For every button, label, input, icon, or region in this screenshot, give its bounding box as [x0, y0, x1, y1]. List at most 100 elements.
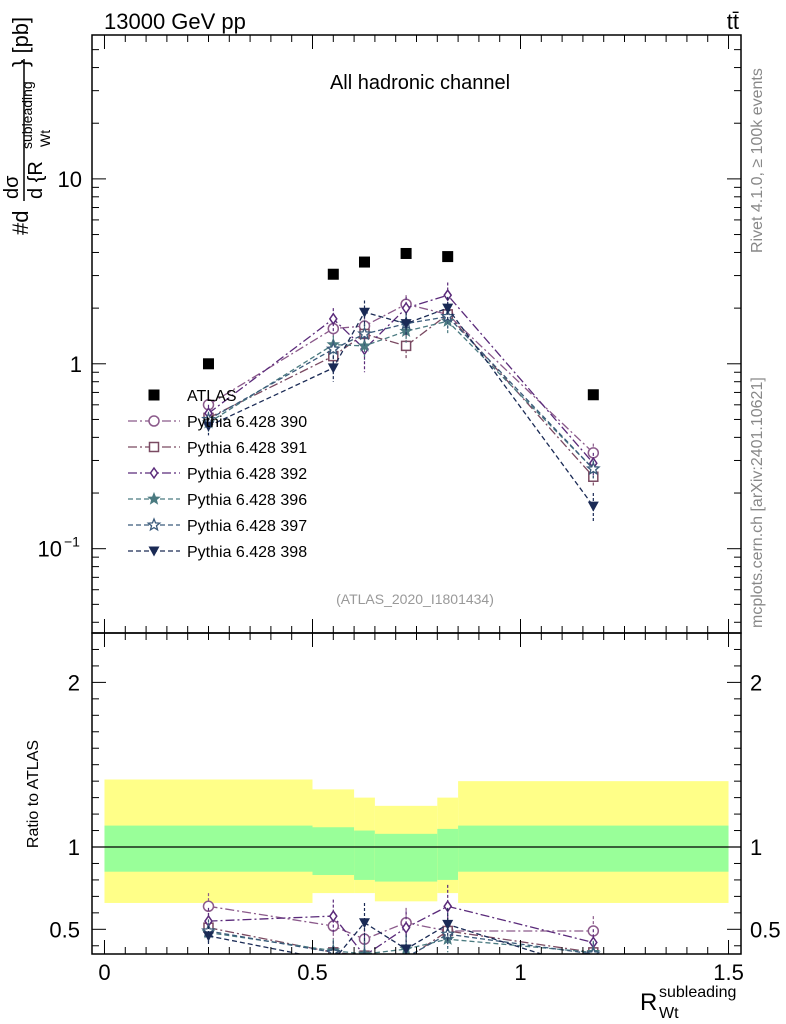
legend-entry: Pythia 6.428 392	[128, 466, 307, 483]
series-atlas	[202, 247, 599, 401]
legend-label: Pythia 6.428 392	[187, 466, 307, 483]
y-tick-label: 10	[38, 537, 62, 562]
data-point	[327, 268, 339, 280]
x-tick-label: 0	[98, 960, 110, 985]
ylabel-den-superscript: subleading	[19, 81, 35, 149]
ratio-point	[202, 931, 214, 942]
ratio-y-tick-label-right: 2	[750, 670, 762, 695]
legend: ATLAS Pythia 6.428 390 Pythia 6.428 391 Pyt…	[128, 388, 307, 561]
data-point	[325, 341, 341, 356]
legend-entry: ATLAS	[148, 388, 237, 405]
ratio-line	[208, 921, 544, 954]
ratio-point	[328, 909, 338, 923]
legend-entry: Pythia 6.428 396	[128, 491, 307, 509]
ratio-point	[401, 921, 411, 934]
ratio-point	[400, 944, 412, 954]
ratio-point	[202, 900, 215, 913]
ratio-plot-panel: 0.5 0.5 1 1 2 2 0 0.5 1 1.5	[49, 632, 781, 985]
uncertainty-band-inner	[354, 830, 375, 880]
data-point	[585, 461, 601, 476]
analysis-label: (ATLAS_2020_I1801434)	[336, 591, 494, 607]
ratio-y-tick-label-right: 1	[750, 835, 762, 860]
ratio-point	[443, 899, 453, 913]
data-point	[358, 307, 370, 318]
ratio-line	[208, 931, 594, 954]
data-point	[587, 501, 599, 512]
xlabel-subscript: Wt	[659, 1005, 679, 1022]
data-point	[202, 358, 214, 370]
legend-entry: Pythia 6.428 390	[128, 414, 307, 431]
legend-marker	[148, 415, 160, 427]
data-point	[400, 247, 412, 259]
legend-marker	[148, 441, 160, 453]
x-tick-label: 1	[514, 960, 526, 985]
process-label: tt̄	[727, 9, 739, 34]
xlabel-main: R	[640, 989, 657, 1016]
data-point	[202, 421, 214, 432]
y-tick-label-exponent: −1	[64, 534, 80, 550]
ratio-point	[585, 946, 601, 954]
legend-entry: Pythia 6.428 398	[128, 544, 307, 561]
ylabel-den-subscript: Wt	[37, 130, 53, 147]
ratio-y-axis-label: Ratio to ATLAS	[25, 740, 42, 848]
data-point	[442, 251, 454, 263]
data-point	[328, 312, 338, 326]
ylabel-unit: } [pb]	[8, 17, 33, 67]
ratio-y-tick-label-right: 0.5	[750, 917, 781, 942]
series-line	[208, 307, 594, 507]
series-line	[208, 294, 594, 464]
legend-marker	[148, 389, 160, 401]
main-y-axis-label: #d dσ d {R subleading Wt } [pb]	[1, 17, 53, 235]
energy-label: 13000 GeV pp	[104, 9, 246, 34]
series-line	[208, 320, 594, 470]
uncertainty-band-inner	[437, 828, 459, 880]
ratio-point	[400, 953, 412, 954]
ratio-point	[588, 966, 599, 976]
data-point	[443, 288, 453, 302]
rivet-version-label: Rivet 4.1.0, ≥ 100k events	[749, 68, 766, 253]
ratio-line	[208, 905, 594, 940]
legend-label: Pythia 6.428 396	[187, 492, 307, 509]
legend-label: Pythia 6.428 398	[187, 544, 307, 561]
uncertainty-band-inner	[104, 825, 313, 872]
legend-marker	[147, 491, 161, 505]
series-line	[208, 303, 594, 454]
uncertainty-band-inner	[374, 833, 438, 882]
legend-label: Pythia 6.428 391	[187, 440, 307, 457]
ratio-point	[328, 956, 339, 966]
ratio-line	[208, 905, 594, 954]
legend-marker	[148, 546, 160, 557]
ratio-series-pythia-6-428-398	[202, 902, 599, 976]
legend-marker	[149, 466, 159, 480]
ratio-y-tick-label-left: 0.5	[49, 917, 80, 942]
ratio-point	[442, 919, 454, 930]
legend-entry: Pythia 6.428 391	[128, 440, 307, 457]
data-point	[587, 389, 599, 401]
data-point	[357, 326, 372, 341]
plot-title: All hadronic channel	[330, 72, 510, 94]
data-point	[442, 303, 454, 314]
uncertainty-band-inner	[458, 825, 729, 872]
legend-label: Pythia 6.428 397	[187, 518, 307, 535]
ylabel-denominator: d {R	[25, 161, 47, 199]
series-pythia-6-428-390	[202, 295, 600, 464]
ratio-y-tick-label-left: 1	[68, 835, 80, 860]
y-tick-label: 1	[70, 352, 82, 377]
ylabel-numerator: dσ	[1, 175, 23, 199]
legend-marker	[146, 517, 162, 532]
ratio-point	[358, 918, 370, 929]
data-point	[358, 256, 370, 268]
data-point	[400, 319, 412, 330]
x-tick-label: 0.5	[297, 960, 328, 985]
ratio-y-tick-label-left: 2	[68, 670, 80, 695]
y-tick-label: 10	[58, 167, 82, 192]
legend-label: Pythia 6.428 390	[187, 414, 307, 431]
x-axis-label: R subleading Wt	[640, 984, 736, 1022]
ylabel-prefix: #d	[8, 211, 33, 235]
series-pythia-6-428-398	[202, 296, 599, 522]
uncertainty-band-inner	[312, 827, 355, 875]
legend-label: ATLAS	[187, 388, 237, 405]
xlabel-superscript: subleading	[659, 984, 736, 1001]
